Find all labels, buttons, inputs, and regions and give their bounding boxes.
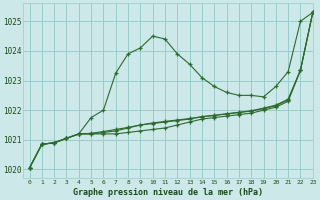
X-axis label: Graphe pression niveau de la mer (hPa): Graphe pression niveau de la mer (hPa) <box>73 188 263 197</box>
